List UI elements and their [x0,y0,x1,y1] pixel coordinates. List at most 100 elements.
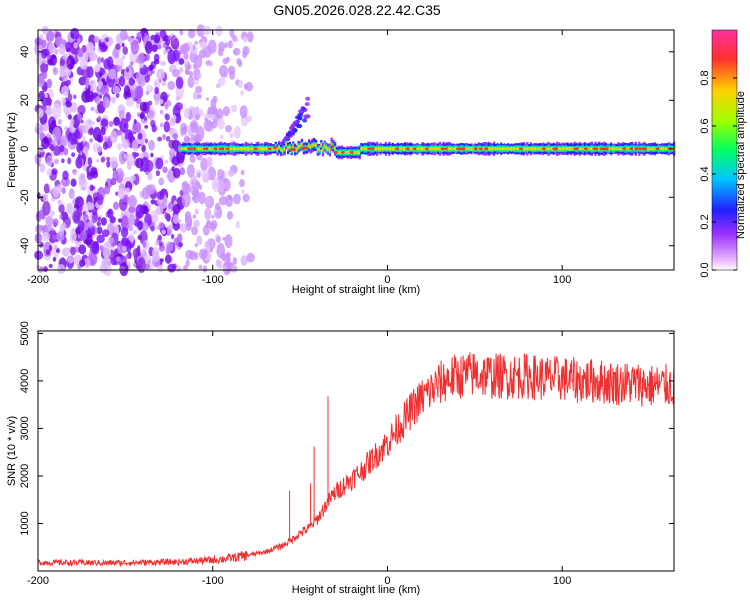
carrier-mark [507,147,510,151]
noise-blob [36,192,41,200]
carrier-mark [503,147,506,151]
noise-blob [167,80,175,91]
noise-blob [108,236,115,244]
noise-blob [120,135,125,141]
noise-blob [121,237,129,247]
doppler-blob [285,132,291,137]
noise-blob [210,98,217,109]
noise-blob [94,64,101,73]
carrier-mark [547,147,550,151]
noise-blob [155,205,164,216]
noise-blob [69,230,77,243]
noise-blob [195,85,203,94]
carrier-mark [659,147,662,150]
noise-blob [219,64,228,78]
noise-blob [196,235,203,245]
carrier-mark [608,147,611,151]
carrier-mark [386,147,389,150]
noise-blob [73,94,77,100]
noise-blob [61,97,66,105]
noise-blob [46,168,52,177]
carrier-mark [327,147,330,152]
noise-blob [41,39,47,49]
carrier-mark [398,147,401,151]
carrier-mark [522,147,525,151]
noise-blob [87,220,95,228]
noise-blob [175,76,184,89]
noise-blob [78,76,87,86]
noise-blob [43,183,50,194]
noise-blob [232,47,241,56]
noise-blob [192,192,200,204]
noise-blob [171,68,181,78]
noise-blob [206,156,213,168]
noise-blob [59,214,63,220]
noise-blob [159,222,165,230]
noise-blob [54,158,59,165]
noise-blob [147,184,156,195]
noise-blob [167,263,176,273]
noise-blob [175,95,181,101]
noise-blob [103,255,109,266]
noise-blob [218,196,228,206]
noise-blob [103,135,108,143]
noise-blob [206,97,209,101]
noise-blob [242,46,250,56]
carrier-mark [388,147,391,151]
noise-blob [106,160,111,168]
noise-blob [117,129,122,136]
carrier-mark [252,147,255,151]
noise-blob [70,77,74,82]
noise-blob [148,262,154,271]
carrier-mark [210,147,213,150]
noise-blob [45,156,51,162]
doppler-blob [302,118,308,123]
noise-blob [111,96,116,104]
noise-blob [148,139,155,151]
noise-blob [156,68,165,80]
noise-blob [52,103,62,120]
noise-blob [162,49,168,55]
noise-blob [77,220,85,233]
noise-blob [155,170,161,177]
noise-blob [139,167,143,172]
noise-blob [237,79,243,89]
noise-blob [169,148,176,158]
carrier-mark [231,147,234,150]
noise-blob [183,183,192,194]
noise-blob [242,36,248,43]
noise-blob [150,199,156,205]
noise-blob [183,125,187,133]
noise-blob [74,139,79,145]
carrier-mark [664,147,667,151]
noise-blob [97,115,102,121]
noise-blob [211,120,218,129]
carrier-mark [246,147,249,151]
noise-blob [172,37,180,50]
carrier-mark [346,151,349,154]
noise-blob [153,90,161,102]
noise-blob [163,121,170,133]
noise-blob [224,234,233,249]
noise-blob [190,174,197,183]
noise-blob [159,109,164,115]
noise-blob [155,240,159,246]
noise-blob [186,218,193,228]
noise-blob [164,212,169,220]
carrier-mark [477,147,480,151]
carrier-mark [320,143,323,147]
noise-blob [67,93,73,102]
snr-xtick-label: 0 [384,575,390,587]
noise-blob [152,250,160,263]
carrier-mark [211,147,214,151]
carrier-mark [501,147,505,151]
carrier-mark [348,150,351,155]
noise-blob [153,34,161,44]
noise-blob [220,134,224,140]
noise-blob [197,172,201,179]
carrier-mark [613,147,616,151]
noise-blob [72,210,81,224]
noise-blob [91,121,96,125]
noise-blob [127,35,131,42]
noise-blob [198,248,208,260]
